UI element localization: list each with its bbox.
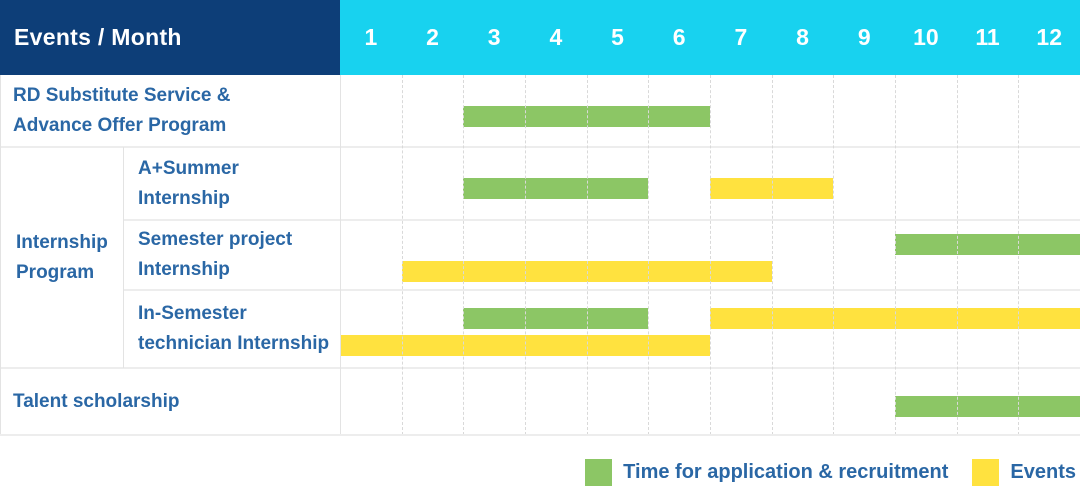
month-label-5: 5 — [611, 24, 624, 50]
application-bar-semester-project-internship-m10-m12 — [895, 234, 1080, 255]
header-title: Events / Month — [14, 24, 182, 50]
month-label-11: 11 — [975, 24, 1000, 50]
table-header-events-month: Events / Month — [0, 0, 340, 75]
row-separator — [0, 367, 1080, 369]
month-divider-line — [956, 75, 958, 435]
month-header-row: 1 2 3 4 5 6 7 8 9 10 11 12 — [340, 0, 1080, 75]
application-bar-a-plus-summer-internship-m3-m5 — [463, 178, 649, 199]
month-label-12: 12 — [1036, 24, 1063, 50]
group-label-line: Internship — [16, 231, 108, 253]
sub-label-divider-line — [123, 147, 124, 368]
application-bar-talent-scholarship-m10-m12 — [895, 396, 1080, 417]
row-label-rd-substitute-service: RD Substitute Service & Advance Offer Pro… — [0, 75, 340, 147]
table-bottom-line — [0, 434, 1080, 436]
month-label-2: 2 — [426, 24, 439, 50]
group-label-line: Program — [16, 261, 95, 283]
month-divider-line — [463, 75, 465, 435]
row-label-talent-scholarship: Talent scholarship — [0, 368, 340, 435]
group-label-internship-program: Internship Program — [0, 147, 123, 368]
row-label-line: RD Substitute Service & — [13, 85, 231, 106]
row-label-line: In-Semester — [138, 303, 247, 324]
application-bar-in-semester-technician-internship-m3-m5 — [463, 308, 649, 329]
legend-item-application-recruitment: Time for application & recruitment — [585, 458, 949, 486]
month-divider-line — [1018, 75, 1020, 435]
month-divider-line — [525, 75, 526, 435]
month-label-7: 7 — [734, 24, 748, 50]
month-divider-line — [401, 75, 403, 435]
row-separator — [123, 219, 1080, 221]
month-divider-line — [586, 75, 588, 435]
month-label-10: 10 — [913, 24, 939, 50]
row-label-line: Internship — [138, 259, 230, 280]
month-label-3: 3 — [487, 24, 501, 50]
month-divider-line — [895, 75, 896, 435]
legend-label: Events — [1010, 460, 1076, 483]
row-separator — [0, 146, 1080, 148]
row-label-line: technician Internship — [138, 333, 330, 354]
label-chart-divider-line — [340, 75, 341, 435]
legend: Time for application & recruitment Event… — [585, 452, 1076, 492]
row-label-line: Talent scholarship — [13, 390, 180, 412]
month-divider-line — [833, 75, 835, 435]
month-divider-line — [710, 75, 711, 435]
row-label-line: Advance Offer Program — [13, 115, 227, 136]
month-divider-line — [771, 75, 773, 435]
row-label-line: A+Summer — [138, 157, 239, 179]
month-label-4: 4 — [549, 24, 563, 50]
yellow-swatch-icon — [972, 458, 1000, 486]
month-divider-line — [648, 75, 650, 435]
row-label-line: Internship — [138, 187, 230, 209]
month-label-6: 6 — [672, 24, 686, 50]
legend-item-events: Events — [972, 458, 1076, 486]
month-label-1: 1 — [364, 24, 378, 50]
table-left-edge-line — [0, 75, 1, 435]
row-separator — [123, 289, 1080, 291]
row-label-semester-project-internship: Semester project Internship — [123, 220, 340, 290]
row-label-in-semester-technician-internship: In-Semester technician Internship — [123, 290, 340, 368]
row-label-line: Semester project — [138, 229, 293, 250]
row-label-a-plus-summer-internship: A+Summer Internship — [123, 147, 340, 220]
month-label-8: 8 — [796, 24, 809, 50]
legend-label: Time for application & recruitment — [623, 460, 949, 483]
month-label-9: 9 — [857, 24, 871, 50]
green-swatch-icon — [585, 458, 613, 486]
